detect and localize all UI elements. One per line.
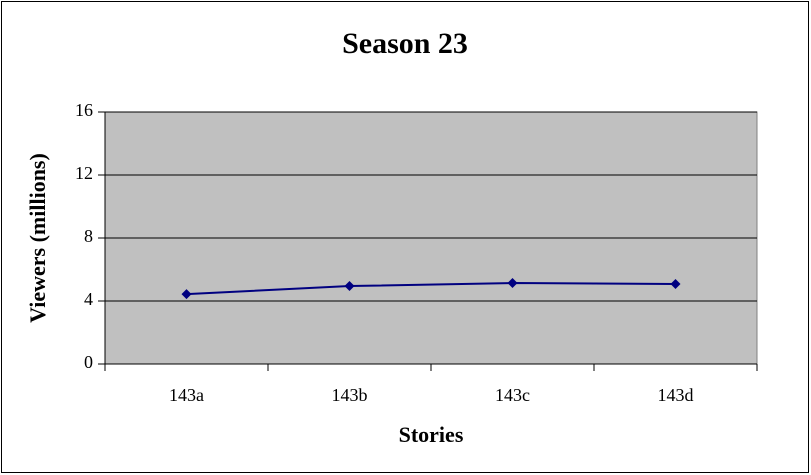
marker	[344, 281, 355, 292]
y-tick-label: 4	[84, 289, 93, 309]
y-tick-label: 12	[75, 163, 93, 183]
x-tick-label: 143d	[658, 385, 694, 405]
marker	[181, 289, 192, 300]
x-tick-label: 143a	[169, 385, 204, 405]
marker	[507, 278, 518, 289]
y-tick-label: 16	[75, 100, 93, 120]
y-axis-label: Viewers (millions)	[25, 153, 50, 323]
marker	[670, 278, 681, 289]
x-tick-label: 143b	[332, 385, 368, 405]
x-tick-label: 143c	[495, 385, 530, 405]
y-tick-label: 0	[84, 352, 93, 372]
line	[186, 282, 676, 296]
y-tick-label: 8	[84, 226, 93, 246]
chart-title: Season 23	[342, 27, 468, 60]
x-axis-label: Stories	[399, 422, 464, 447]
